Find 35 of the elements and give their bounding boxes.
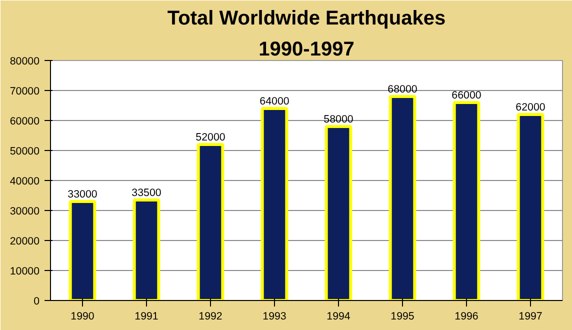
bar <box>516 113 544 300</box>
data-label: 33500 <box>132 187 162 199</box>
y-tick-label: 40000 <box>10 176 40 188</box>
bar <box>196 143 224 300</box>
bar <box>452 101 480 300</box>
x-tick-label: 1990 <box>70 310 94 322</box>
x-tick-label: 1994 <box>326 310 350 322</box>
bar <box>132 198 160 300</box>
x-tick-label: 1997 <box>518 310 542 322</box>
data-label: 66000 <box>452 90 482 102</box>
y-tick-label: 0 <box>34 296 40 308</box>
x-tick-label: 1991 <box>134 310 158 322</box>
data-label: 68000 <box>388 84 418 96</box>
bar <box>68 200 96 300</box>
bar <box>324 125 352 300</box>
data-label: 52000 <box>196 132 226 144</box>
data-label: 64000 <box>260 96 290 108</box>
x-tick-label: 1996 <box>454 310 478 322</box>
x-tick-label: 1995 <box>390 310 414 322</box>
y-tick-label: 20000 <box>10 236 40 248</box>
y-tick-label: 70000 <box>10 86 40 98</box>
chart-subtitle: 1990-1997 <box>258 38 354 60</box>
y-tick-label: 50000 <box>10 146 40 158</box>
x-tick-label: 1992 <box>198 310 222 322</box>
data-label: 33000 <box>68 188 98 200</box>
y-tick-label: 10000 <box>10 266 40 278</box>
bar <box>388 95 416 300</box>
y-tick-label: 60000 <box>10 116 40 128</box>
data-label: 62000 <box>516 102 546 114</box>
x-tick-label: 1993 <box>262 310 286 322</box>
bar <box>260 107 288 300</box>
chart-title: Total Worldwide Earthquakes <box>167 8 446 30</box>
data-label: 58000 <box>324 114 354 126</box>
y-tick-label: 80000 <box>10 56 40 68</box>
y-tick-label: 30000 <box>10 206 40 218</box>
